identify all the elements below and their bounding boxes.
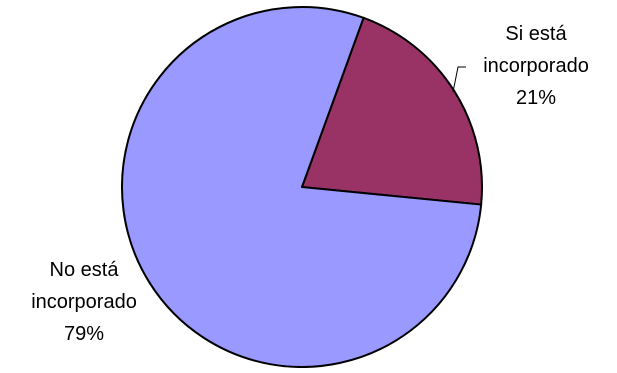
- slices-layer: [120, 6, 483, 368]
- slice-label-2: No está incorporado 79%: [31, 259, 137, 345]
- pie-slice-2: [120, 6, 483, 368]
- leader-lines-layer: [452, 66, 466, 93]
- slice-category-label: No está: [50, 259, 120, 281]
- labels-layer: Si está incorporado 21% No está incorporado 7…: [31, 23, 589, 345]
- slice-category-label: incorporado: [31, 291, 137, 313]
- slice-category-label: Si está: [505, 23, 567, 45]
- slice-category-label: incorporado: [483, 55, 589, 77]
- slice-value-label: 21%: [516, 87, 556, 109]
- slice-value-label: 79%: [64, 323, 104, 345]
- slice-label-1: Si está incorporado 21%: [483, 23, 589, 109]
- leader-line-1: [452, 66, 466, 93]
